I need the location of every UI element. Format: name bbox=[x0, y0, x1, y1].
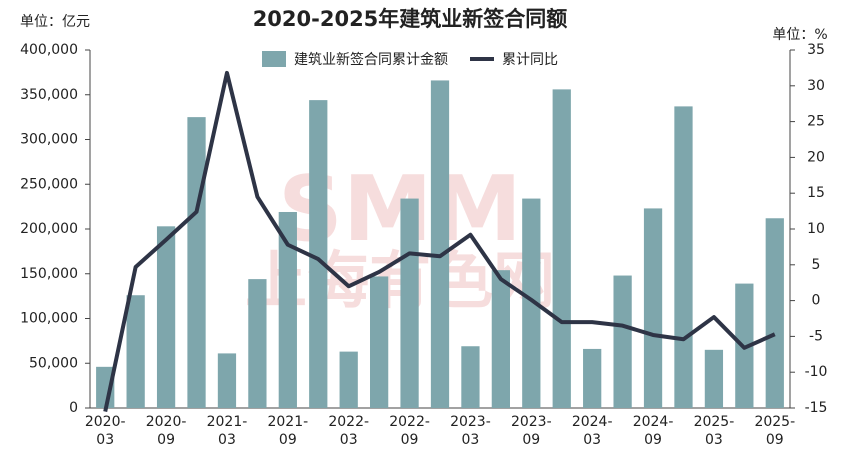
y2-tick-label: -10 bbox=[805, 364, 828, 380]
x-tick-label: 2020-09 bbox=[146, 414, 187, 448]
bar bbox=[643, 208, 663, 408]
bar bbox=[583, 348, 602, 408]
bar bbox=[309, 100, 328, 409]
y-tick-label: 0 bbox=[69, 400, 78, 416]
bar bbox=[491, 270, 510, 408]
bar bbox=[248, 279, 267, 408]
x-tick-label: 2024-09 bbox=[633, 414, 674, 448]
legend-label: 建筑业新签合同累计金额 bbox=[294, 51, 448, 68]
x-tick-label: 2021-09 bbox=[267, 414, 308, 448]
legend-label: 累计同比 bbox=[502, 52, 558, 68]
y-tick-label: 100,000 bbox=[20, 311, 78, 327]
y2-tick-label: -5 bbox=[809, 328, 823, 344]
y2-tick-label: 15 bbox=[807, 185, 825, 201]
y-tick-label: 350,000 bbox=[20, 87, 78, 103]
bar bbox=[674, 106, 693, 408]
y-tick-label: 200,000 bbox=[20, 221, 78, 237]
y2-tick-label: 10 bbox=[807, 221, 825, 237]
y-unit: 单位：亿元 bbox=[20, 14, 90, 30]
y2-tick-label: 25 bbox=[807, 114, 825, 130]
y2-tick-label: 5 bbox=[812, 257, 821, 273]
legend-swatch bbox=[262, 51, 286, 67]
bar bbox=[187, 117, 206, 408]
bar bbox=[461, 346, 480, 408]
bar bbox=[400, 198, 419, 408]
x-tick-label: 2023-03 bbox=[450, 414, 491, 448]
y2-tick-label: 0 bbox=[812, 293, 821, 309]
bar bbox=[126, 295, 145, 408]
y2-tick-label: 30 bbox=[807, 78, 825, 94]
y-tick-label: 50,000 bbox=[29, 355, 78, 371]
bar bbox=[765, 218, 784, 408]
y2-tick-label: -15 bbox=[805, 400, 828, 416]
bar bbox=[704, 349, 724, 408]
x-tick-label: 2023-09 bbox=[511, 414, 552, 448]
bar bbox=[339, 351, 358, 408]
y2-tick-label: 35 bbox=[807, 42, 825, 58]
bar bbox=[522, 198, 541, 408]
x-tick-label: 2025-03 bbox=[694, 414, 735, 448]
bar bbox=[156, 226, 176, 408]
y-tick-label: 150,000 bbox=[20, 266, 78, 282]
x-tick-label: 2024-03 bbox=[572, 414, 613, 448]
x-tick-label: 2021-03 bbox=[207, 414, 248, 448]
bar bbox=[217, 353, 237, 408]
x-tick-label: 2022-09 bbox=[389, 414, 430, 448]
bar bbox=[370, 276, 389, 408]
y-tick-label: 250,000 bbox=[20, 176, 78, 192]
y-tick-label: 300,000 bbox=[20, 132, 78, 148]
y2-tick-label: 20 bbox=[807, 149, 825, 165]
chart-title: 2020-2025年建筑业新签合同额 bbox=[253, 7, 568, 31]
y-tick-label: 400,000 bbox=[20, 42, 78, 58]
x-tick-label: 2020-03 bbox=[85, 414, 126, 448]
bar bbox=[552, 89, 571, 408]
y2-unit: 单位：% bbox=[772, 27, 827, 43]
bar bbox=[430, 80, 450, 409]
bar bbox=[613, 275, 632, 408]
bar bbox=[278, 211, 297, 408]
line bbox=[103, 70, 776, 412]
x-tick-label: 2022-03 bbox=[328, 414, 369, 448]
x-tick-label: 2025-09 bbox=[754, 414, 795, 448]
